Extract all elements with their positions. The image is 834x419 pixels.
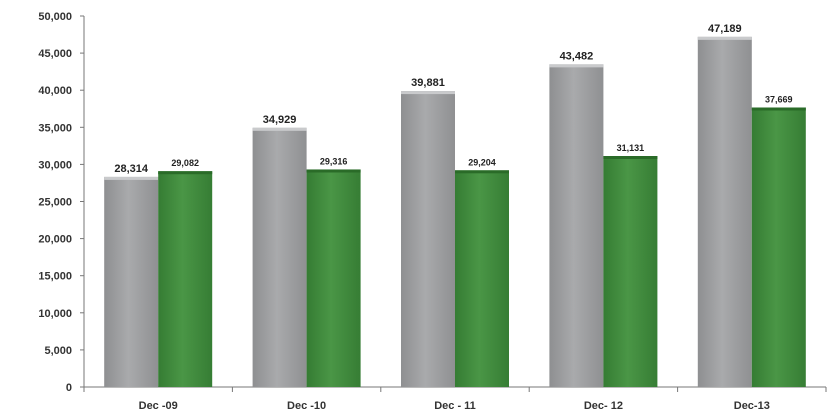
y-tick-label: 10,000: [38, 308, 72, 320]
y-tick-label: 40,000: [38, 85, 72, 97]
x-tick-label: Dec -09: [139, 400, 178, 412]
data-label-series-1: 43,482: [560, 50, 594, 62]
bar-cap: [306, 169, 361, 173]
bar-cap: [104, 176, 159, 180]
bar-series-1: [252, 127, 307, 388]
bar-cap: [697, 36, 752, 40]
bar-series-2: [455, 170, 509, 387]
data-label-series-2: 29,204: [468, 157, 496, 167]
x-tick-label: Dec - 11: [434, 400, 476, 412]
data-label-series-1: 47,189: [708, 23, 742, 35]
y-tick-label: 50,000: [38, 11, 72, 23]
bar-cap: [751, 107, 806, 111]
y-tick-label: 15,000: [38, 271, 72, 283]
value-labels: 28,314 29,082 34,929 29,316 39,881 29,204 43,4…: [114, 23, 792, 175]
x-tick-label: Dec- 12: [584, 400, 623, 412]
y-tick-label: 35,000: [38, 122, 72, 134]
bar-series-2: [306, 169, 361, 387]
y-tick-label: 25,000: [38, 197, 72, 209]
bar-series-2: [603, 156, 658, 387]
y-tick-label: 5,000: [44, 345, 72, 357]
bar-cap: [158, 171, 213, 175]
data-label-series-1: 39,881: [411, 77, 445, 89]
data-label-series-1: 28,314: [114, 163, 149, 175]
data-label-series-2: 29,082: [171, 158, 199, 168]
data-label-series-1: 34,929: [263, 114, 297, 126]
y-tick-label: 30,000: [38, 159, 72, 171]
y-axis: 0 5,000 10,000 15,000 20,000 25,000 30,000 35,0…: [38, 11, 85, 394]
x-axis: Dec -09 Dec -10 Dec - 11 Dec- 12 Dec-13: [83, 386, 827, 412]
data-label-series-2: 29,316: [320, 156, 348, 166]
data-label-series-2: 31,131: [617, 143, 645, 153]
bar-series-1: [697, 36, 752, 388]
bar-cap: [603, 156, 658, 160]
bars: [104, 36, 806, 388]
bar-series-1: [401, 91, 455, 387]
bar-cap: [455, 170, 509, 174]
x-tick-label: Dec-13: [734, 400, 770, 412]
y-tick-label: 45,000: [38, 48, 72, 60]
bar-series-1: [549, 64, 604, 388]
x-tick-label: Dec -10: [287, 400, 326, 412]
data-label-series-2: 37,669: [765, 94, 793, 104]
bar-cap: [401, 91, 455, 95]
y-tick-label: 20,000: [38, 234, 72, 246]
bar-series-2: [158, 171, 213, 387]
bar-series-1: [104, 176, 159, 387]
bar-series-2: [751, 107, 806, 387]
bar-cap: [252, 127, 307, 131]
bar-cap: [549, 64, 604, 68]
y-tick-label: 0: [66, 382, 72, 394]
